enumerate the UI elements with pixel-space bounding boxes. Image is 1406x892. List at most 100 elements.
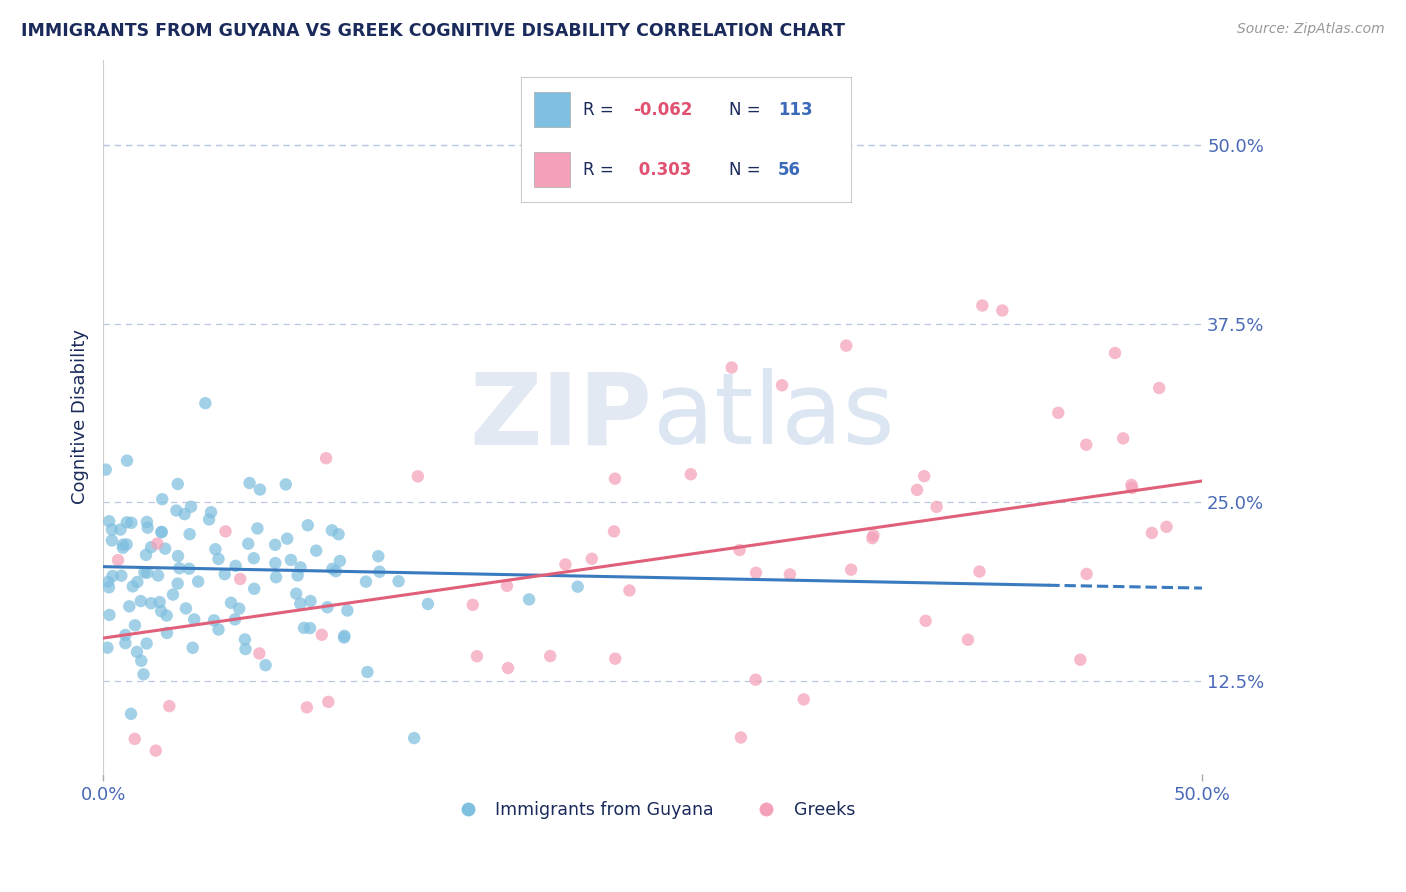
Point — [219, 596, 242, 610]
Point — [114, 628, 136, 642]
Point — [969, 565, 991, 579]
Point — [150, 492, 173, 507]
Point — [132, 667, 155, 681]
Point — [603, 524, 626, 539]
Point — [325, 564, 347, 578]
Point — [110, 568, 132, 582]
Point — [333, 629, 356, 643]
Point — [107, 553, 129, 567]
Point — [187, 574, 209, 589]
Point — [150, 604, 173, 618]
Point — [254, 658, 277, 673]
Point — [496, 579, 519, 593]
Point — [115, 537, 138, 551]
Point — [180, 500, 202, 514]
Point — [134, 566, 156, 580]
Point — [862, 528, 884, 542]
Point — [603, 472, 626, 486]
Point — [156, 608, 179, 623]
Point — [214, 567, 236, 582]
Point — [101, 523, 124, 537]
Point — [416, 597, 439, 611]
Point — [264, 556, 287, 570]
Point — [235, 642, 257, 657]
Point — [581, 551, 603, 566]
Point — [233, 632, 256, 647]
Point — [169, 561, 191, 575]
Point — [274, 477, 297, 491]
Point — [135, 548, 157, 562]
Point — [246, 521, 269, 535]
Point — [162, 588, 184, 602]
Point — [120, 706, 142, 721]
Point — [239, 476, 262, 491]
Point — [1112, 431, 1135, 445]
Point — [298, 621, 321, 635]
Point — [114, 636, 136, 650]
Point — [1076, 438, 1098, 452]
Point — [110, 523, 132, 537]
Text: IMMIGRANTS FROM GUYANA VS GREEK COGNITIVE DISABILITY CORRELATION CHART: IMMIGRANTS FROM GUYANA VS GREEK COGNITIV… — [21, 22, 845, 40]
Point — [956, 632, 979, 647]
Point — [517, 592, 540, 607]
Point — [194, 396, 217, 410]
Point — [720, 360, 742, 375]
Point — [287, 568, 309, 582]
Point — [461, 598, 484, 612]
Point — [165, 503, 187, 517]
Text: atlas: atlas — [652, 368, 894, 466]
Point — [96, 640, 118, 655]
Point — [200, 505, 222, 519]
Point — [146, 536, 169, 550]
Point — [1069, 653, 1091, 667]
Point — [207, 552, 229, 566]
Point — [925, 500, 948, 514]
Point — [770, 378, 793, 392]
Point — [150, 524, 173, 539]
Point — [991, 303, 1014, 318]
Point — [367, 549, 389, 564]
Point — [120, 516, 142, 530]
Point — [125, 645, 148, 659]
Point — [860, 531, 883, 545]
Point — [835, 338, 858, 352]
Point — [914, 614, 936, 628]
Point — [305, 543, 328, 558]
Text: ZIP: ZIP — [470, 368, 652, 466]
Point — [214, 524, 236, 539]
Point — [238, 537, 260, 551]
Point — [264, 570, 287, 584]
Point — [166, 477, 188, 491]
Point — [744, 673, 766, 687]
Point — [115, 453, 138, 467]
Point — [145, 743, 167, 757]
Point — [465, 649, 488, 664]
Point — [264, 538, 287, 552]
Point — [329, 554, 352, 568]
Point — [124, 731, 146, 746]
Point — [554, 558, 576, 572]
Point — [912, 469, 935, 483]
Point — [1121, 481, 1143, 495]
Point — [249, 483, 271, 497]
Point — [94, 462, 117, 476]
Point — [292, 621, 315, 635]
Point — [297, 518, 319, 533]
Point — [153, 541, 176, 556]
Point — [1104, 346, 1126, 360]
Point — [1121, 478, 1143, 492]
Point — [101, 533, 124, 548]
Point — [496, 661, 519, 675]
Point — [387, 574, 409, 589]
Point — [157, 699, 180, 714]
Point — [129, 594, 152, 608]
Point — [98, 514, 121, 528]
Point — [146, 568, 169, 582]
Point — [276, 532, 298, 546]
Point — [183, 612, 205, 626]
Point — [179, 527, 201, 541]
Point — [295, 700, 318, 714]
Point — [1140, 525, 1163, 540]
Point — [333, 631, 356, 645]
Point — [905, 483, 928, 497]
